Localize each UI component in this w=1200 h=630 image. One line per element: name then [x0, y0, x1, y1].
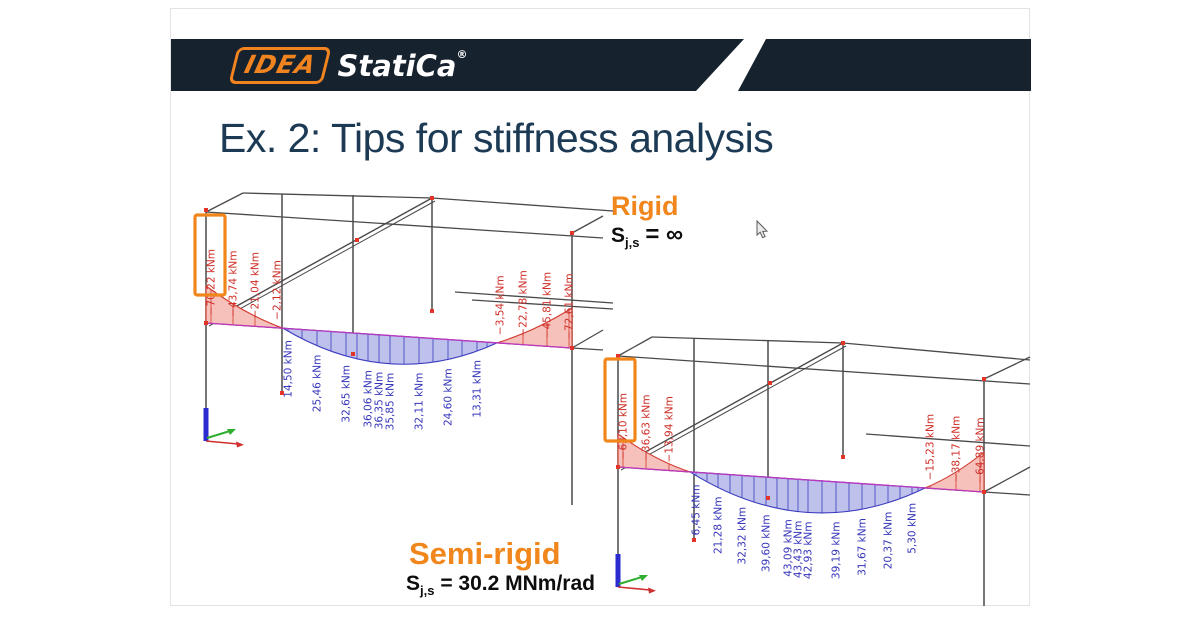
stiffness-semi-symbol: S [406, 572, 421, 595]
slide-title: Ex. 2: Tips for stiffness analysis [219, 115, 774, 161]
stiffness-semi-value: = 30.2 MNm/rad [440, 572, 595, 595]
registered-mark-icon: ® [456, 47, 468, 61]
logo-statica-text: StatiCa® [337, 48, 467, 83]
logo-statica-word: StatiCa [337, 48, 457, 83]
stiffness-semi-rigid: Sj,s = 30.2 MNm/rad [406, 572, 595, 598]
idea-statica-logo: IDEA StatiCa® [228, 46, 467, 84]
stiffness-semi-subscript: j,s [420, 583, 435, 599]
header-bar: IDEA StatiCa® [171, 39, 1031, 91]
header-bar-right [738, 39, 1031, 91]
slide: IDEA StatiCa® Ex. 2: Tips for stiffness … [170, 8, 1031, 606]
label-semi-rigid: Semi-rigid [409, 536, 561, 571]
stiffness-rigid-symbol: S [611, 224, 626, 247]
label-rigid: Rigid [611, 191, 679, 221]
stiffness-rigid-value: = ∞ [645, 221, 684, 248]
stiffness-rigid: Sj,s = ∞ [611, 221, 683, 250]
stiffness-rigid-subscript: j,s [625, 235, 640, 251]
header-bar-left: IDEA StatiCa® [171, 39, 744, 91]
logo-idea-text: IDEA [241, 49, 320, 79]
logo-idea-box: IDEA [228, 46, 333, 84]
